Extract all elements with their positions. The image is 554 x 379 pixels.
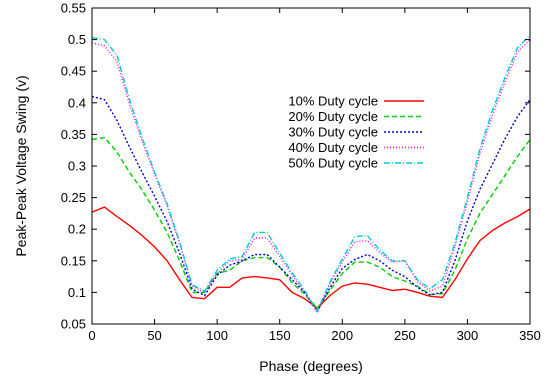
- x-tick-label: 100: [206, 328, 228, 343]
- series-line-2: [91, 136, 531, 310]
- y-tick-label: 0.2: [68, 222, 86, 237]
- y-tick-label: 0.3: [68, 159, 86, 174]
- y-tick-label: 0.05: [61, 317, 86, 332]
- x-tick-label: 250: [394, 328, 416, 343]
- axis-ticks: 0 50 100 150 200 250 300 350 0.05 0.1 0.15 0.2 0.25 0…: [61, 1, 541, 344]
- x-tick-label: 300: [457, 328, 479, 343]
- x-tick-label: 350: [519, 328, 541, 343]
- legend-label: 10% Duty cycle: [288, 94, 378, 109]
- plot-frame: [91, 7, 531, 325]
- y-axis-title: Peak-Peak Voltage Swing (v): [13, 75, 29, 256]
- x-tick-label: 150: [269, 328, 291, 343]
- series-line-4: [91, 39, 531, 315]
- plot-lines: [91, 34, 531, 315]
- legend-label: 50% Duty cycle: [288, 156, 378, 171]
- y-tick-label: 0.1: [68, 285, 86, 300]
- x-tick-label: 0: [88, 328, 95, 343]
- y-tick-label: 0.4: [68, 95, 86, 110]
- x-tick-label: 50: [147, 328, 161, 343]
- legend-label: 30% Duty cycle: [288, 125, 378, 140]
- y-tick-label: 0.35: [61, 127, 86, 142]
- y-tick-label: 0.25: [61, 190, 86, 205]
- y-tick-label: 0.45: [61, 64, 86, 79]
- x-tick-label: 200: [331, 328, 353, 343]
- x-axis-title: Phase (degrees): [259, 358, 363, 374]
- legend-label: 20% Duty cycle: [288, 109, 378, 124]
- y-tick-label: 0.5: [68, 32, 86, 47]
- y-tick-label: 0.55: [61, 1, 86, 16]
- series-line-1: [91, 206, 531, 310]
- series-line-5: [91, 34, 531, 313]
- legend-label: 40% Duty cycle: [288, 140, 378, 155]
- y-tick-label: 0.15: [61, 253, 86, 268]
